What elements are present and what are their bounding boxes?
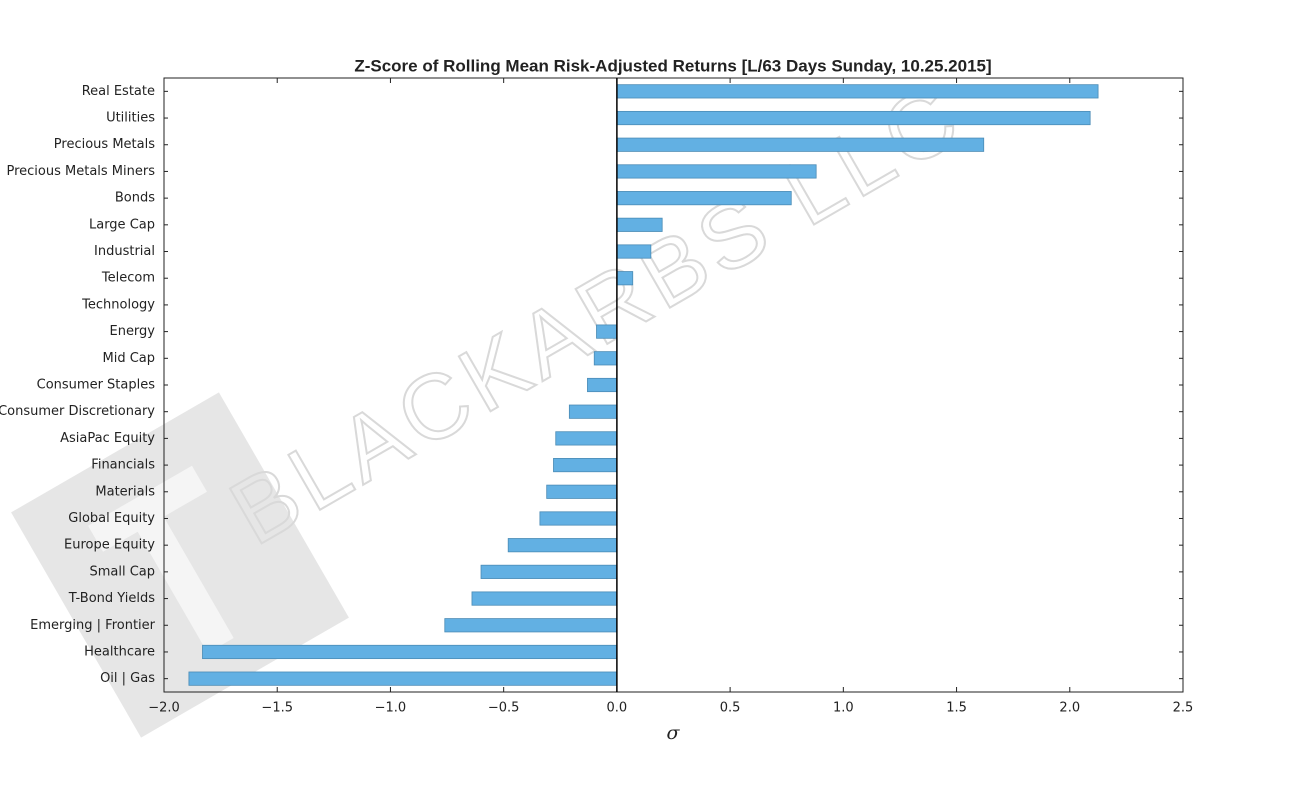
y-tick-label: Europe Equity — [64, 538, 155, 553]
bar — [596, 324, 618, 339]
y-tick-label: Healthcare — [84, 644, 155, 659]
y-tick-label: Industrial — [94, 244, 155, 259]
y-tick-label: Financials — [91, 458, 155, 473]
bar — [616, 244, 652, 259]
logo-mark — [88, 465, 234, 653]
y-tick-label: Emerging | Frontier — [30, 618, 155, 633]
x-tick-label: 2.0 — [1059, 701, 1080, 716]
bar — [616, 164, 817, 179]
bar — [616, 217, 663, 232]
x-axis-label: σ — [667, 722, 681, 744]
bar — [202, 644, 618, 660]
x-tick-label: −1.0 — [375, 701, 407, 716]
bar — [616, 271, 634, 286]
bar — [546, 484, 618, 499]
x-tick-label: −0.5 — [488, 701, 520, 716]
bar — [616, 84, 1099, 99]
bar — [444, 618, 618, 633]
bar — [188, 671, 618, 686]
y-tick-label: Utilities — [106, 111, 155, 126]
x-tick-label: −1.5 — [261, 701, 293, 716]
x-tick-label: 1.5 — [946, 701, 967, 716]
y-tick-label: Telecom — [101, 271, 155, 286]
bar — [568, 404, 618, 419]
bar — [616, 191, 792, 206]
bar — [616, 110, 1091, 126]
y-tick-label: Consumer Discretionary — [0, 404, 155, 419]
bar — [539, 511, 618, 526]
x-tick-label: 2.5 — [1173, 701, 1194, 716]
y-tick-label: AsiaPac Equity — [60, 431, 155, 446]
y-tick-label: Small Cap — [89, 564, 155, 579]
y-tick-label: Bonds — [115, 191, 155, 206]
y-tick-label: Oil | Gas — [100, 671, 155, 686]
y-tick-label: Energy — [109, 324, 155, 339]
bar — [555, 431, 618, 446]
bar — [587, 377, 618, 393]
y-tick-label: Mid Cap — [102, 351, 155, 366]
y-tick-label: Materials — [95, 484, 155, 499]
y-tick-label: Large Cap — [89, 217, 155, 232]
x-tick-label: 0.0 — [607, 701, 628, 716]
y-tick-label: Technology — [81, 297, 155, 312]
y-tick-label: T-Bond Yields — [68, 591, 155, 606]
y-tick-label: Real Estate — [82, 84, 155, 99]
y-tick-label: Precious Metals — [54, 137, 155, 152]
bar — [553, 458, 618, 473]
bar — [507, 538, 618, 553]
x-tick-label: 0.5 — [720, 701, 741, 716]
bar — [480, 564, 618, 579]
bar — [616, 137, 985, 152]
x-tick-label: 1.0 — [833, 701, 854, 716]
y-tick-label: Consumer Staples — [37, 378, 156, 393]
bar — [471, 591, 618, 606]
x-tick-label: −2.0 — [148, 701, 180, 716]
y-tick-label: Precious Metals Miners — [6, 164, 155, 179]
bar — [593, 351, 618, 366]
chart-title: Z-Score of Rolling Mean Risk-Adjusted Re… — [354, 56, 991, 75]
y-tick-label: Global Equity — [68, 511, 155, 526]
